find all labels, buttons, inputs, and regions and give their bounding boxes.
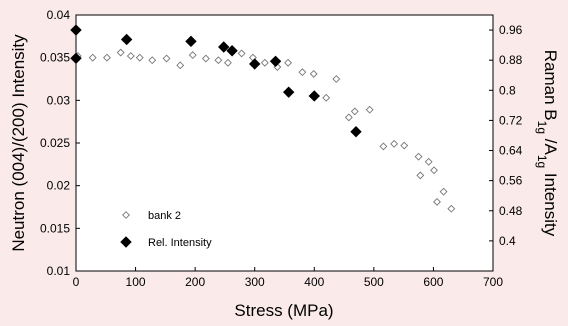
y-right-tick-label: 0.64 xyxy=(499,144,523,158)
bank-2-point-10 xyxy=(201,54,210,63)
x-tick-label: 300 xyxy=(245,275,265,289)
y-left-tick-label: 0.025 xyxy=(40,136,70,150)
bank-2-point-24 xyxy=(365,105,374,114)
data-points xyxy=(70,24,456,213)
bank-2-point-13 xyxy=(237,49,246,58)
bank-2-point-6 xyxy=(148,56,157,65)
y-left-tick-label: 0.04 xyxy=(47,8,71,22)
x-tick-label: 600 xyxy=(423,275,443,289)
bank-2-point-21 xyxy=(332,75,341,83)
bank-2-point-29 xyxy=(416,171,425,180)
y-left-axis-ticks: 0.01 0.015 0.02 0.025 0.03 0.035 0.04 xyxy=(40,8,80,278)
x-tick-label: 400 xyxy=(304,275,324,289)
bank-2-point-8 xyxy=(176,61,185,70)
y-left-tick-label: 0.035 xyxy=(40,51,70,65)
bank-2-point-15 xyxy=(260,58,269,67)
x-axis-ticks: 0 100 200 300 400 500 600 700 xyxy=(73,267,503,289)
bank-2-point-9 xyxy=(188,51,197,60)
bank-2-point-11 xyxy=(214,56,223,65)
rel-intensity-point-7 xyxy=(269,55,282,68)
bank-2-point-27 xyxy=(400,141,409,150)
legend-marker-rel-intensity xyxy=(120,236,132,248)
bank-2-point-3 xyxy=(116,48,125,57)
rel-intensity-point-2 xyxy=(120,33,133,46)
x-tick-label: 200 xyxy=(185,275,205,289)
y-right-tick-label: 0.48 xyxy=(499,204,523,218)
legend-marker-bank-2-shape xyxy=(122,211,130,219)
x-tick-label: 500 xyxy=(364,275,384,289)
rel-intensity-point-9 xyxy=(308,90,320,102)
x-tick-label: 100 xyxy=(126,275,146,289)
bank-2-point-4 xyxy=(126,52,135,60)
bank-2-point-5 xyxy=(135,53,144,62)
rel-intensity-point-1 xyxy=(70,52,82,65)
y-right-tick-label: 0.8 xyxy=(499,83,516,97)
y-right-tick-label: 0.96 xyxy=(499,23,523,37)
y-right-axis-title: Raman B1g /A1g Intensity xyxy=(535,50,560,237)
rel-intensity-point-0 xyxy=(70,24,82,36)
bank-2-point-32 xyxy=(433,197,441,206)
bank-2-point-26 xyxy=(390,139,399,148)
bank-2-point-30 xyxy=(424,157,433,166)
bank-2-point-34 xyxy=(447,204,456,213)
bank-2-point-19 xyxy=(309,69,318,78)
legend-marker-rel-intensity-shape xyxy=(120,236,132,248)
rel-intensity-point-6 xyxy=(249,58,261,70)
bank-2-point-33 xyxy=(439,187,448,196)
bank-2-point-1 xyxy=(88,53,97,62)
legend-label-rel-intensity: Rel. Intensity xyxy=(148,237,212,249)
y-right-tick-label: 0.88 xyxy=(499,53,523,67)
y-right-tick-label: 0.56 xyxy=(499,174,523,188)
y-left-axis-title: Neutron (004)/(200) Intensity xyxy=(9,34,28,252)
bank-2-point-18 xyxy=(298,68,307,77)
y-right-tick-label: 0.4 xyxy=(499,234,516,248)
y-left-tick-label: 0.03 xyxy=(47,93,71,107)
x-tick-label: 700 xyxy=(483,275,503,289)
rel-intensity-point-8 xyxy=(282,86,295,98)
y-left-tick-label: 0.01 xyxy=(47,264,71,278)
rel-intensity-point-5 xyxy=(226,45,238,57)
x-axis-title: Stress (MPa) xyxy=(234,301,333,320)
rel-intensity-point-3 xyxy=(185,35,197,48)
bank-2-point-12 xyxy=(223,58,232,67)
bank-2-point-23 xyxy=(350,107,359,116)
bank-2-point-20 xyxy=(322,93,331,102)
bank-2-point-22 xyxy=(344,113,353,122)
rel-intensity-point-4 xyxy=(218,41,230,53)
bank-2-point-28 xyxy=(414,152,423,161)
x-tick-label: 0 xyxy=(73,275,80,289)
legend: bank 2 Rel. Intensity xyxy=(120,210,212,249)
bank-2-point-2 xyxy=(103,53,111,62)
bank-2-point-25 xyxy=(379,142,388,151)
bank-2-point-17 xyxy=(284,58,293,67)
y-left-tick-label: 0.02 xyxy=(47,179,71,193)
legend-label-bank-2: bank 2 xyxy=(148,210,181,222)
bank-2-point-7 xyxy=(162,54,171,63)
y-right-tick-label: 0.72 xyxy=(499,113,523,127)
y-left-tick-label: 0.015 xyxy=(40,221,70,235)
plot-area xyxy=(75,14,494,272)
legend-marker-bank-2 xyxy=(122,211,130,219)
y-right-axis-ticks: 0.4 0.48 0.56 0.64 0.72 0.8 0.88 0.96 xyxy=(489,23,523,248)
rel-intensity-point-10 xyxy=(350,125,362,138)
bank-2-point-31 xyxy=(430,166,438,175)
